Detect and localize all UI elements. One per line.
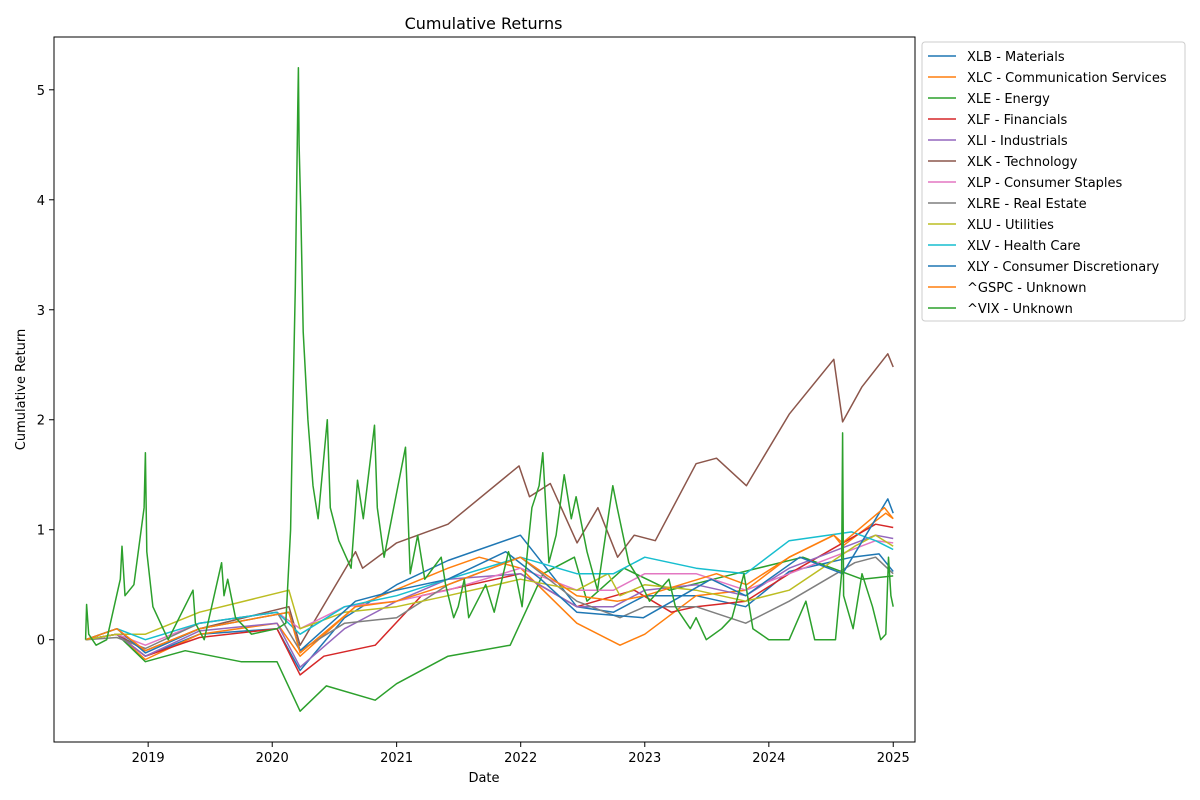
x-tick-label-6: 2025 <box>877 751 910 766</box>
x-axis: 2019 2020 2021 2022 2023 2024 2025 <box>132 742 910 766</box>
series-line-12 <box>84 67 894 646</box>
x-tick-label-0: 2019 <box>132 751 165 766</box>
legend-label-3: XLF - Financials <box>967 113 1068 128</box>
legend: XLB - Materials XLC - Communication Servi… <box>921 41 1186 322</box>
y-tick-label-0: 0 <box>37 634 45 649</box>
plot-frame <box>53 36 916 743</box>
x-axis-label: Date <box>468 771 499 786</box>
legend-label-0: XLB - Materials <box>967 50 1065 65</box>
y-tick-label-4: 4 <box>37 194 45 209</box>
y-tick-label-1: 1 <box>37 524 45 539</box>
x-tick-label-4: 2023 <box>628 751 661 766</box>
legend-label-8: XLU - Utilities <box>967 218 1054 233</box>
legend-label-9: XLV - Health Care <box>967 239 1081 254</box>
legend-label-6: XLP - Consumer Staples <box>967 176 1123 191</box>
y-axis: 0 1 2 3 4 5 <box>37 84 54 649</box>
legend-label-4: XLI - Industrials <box>967 134 1068 149</box>
y-tick-label-3: 3 <box>37 304 45 319</box>
legend-label-11: ^GSPC - Unknown <box>967 281 1086 296</box>
legend-label-5: XLK - Technology <box>967 155 1078 170</box>
series-line-8 <box>85 534 894 641</box>
x-tick-label-2: 2021 <box>380 751 413 766</box>
y-tick-label-5: 5 <box>37 84 45 99</box>
legend-label-10: XLY - Consumer Discretionary <box>967 260 1160 275</box>
legend-label-7: XLRE - Real Estate <box>967 197 1087 212</box>
series-line-3 <box>85 523 894 676</box>
chart-title: Cumulative Returns <box>405 14 563 33</box>
x-tick-label-1: 2020 <box>256 751 289 766</box>
series-line-5 <box>85 353 894 652</box>
legend-label-2: XLE - Energy <box>967 92 1050 107</box>
legend-label-1: XLC - Communication Services <box>967 71 1167 86</box>
x-tick-label-5: 2024 <box>752 751 785 766</box>
x-tick-label-3: 2022 <box>504 751 537 766</box>
y-axis-label: Cumulative Return <box>14 329 29 450</box>
legend-label-12: ^VIX - Unknown <box>967 302 1073 317</box>
series-layer <box>84 67 894 712</box>
series-line-11 <box>85 506 894 654</box>
legend-frame <box>921 41 1186 322</box>
y-tick-label-2: 2 <box>37 414 45 429</box>
